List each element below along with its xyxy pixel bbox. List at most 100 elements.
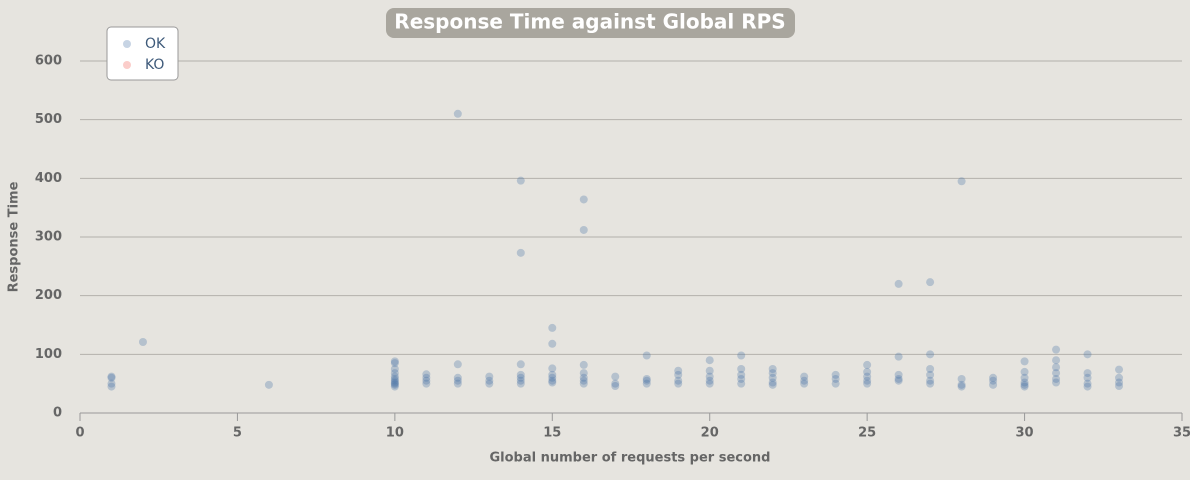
data-point bbox=[1052, 369, 1061, 378]
data-point bbox=[926, 278, 935, 287]
data-point bbox=[674, 376, 683, 385]
data-point bbox=[642, 376, 651, 385]
data-point bbox=[548, 364, 557, 373]
data-point bbox=[1115, 373, 1124, 382]
data-point bbox=[642, 351, 651, 360]
data-point bbox=[516, 373, 525, 382]
data-point bbox=[611, 382, 620, 391]
data-point bbox=[485, 372, 494, 381]
data-point bbox=[1020, 357, 1029, 366]
data-point bbox=[894, 279, 903, 288]
data-point bbox=[107, 379, 116, 388]
data-point bbox=[264, 380, 273, 389]
x-tick-label: 15 bbox=[543, 426, 561, 441]
data-point bbox=[390, 378, 399, 387]
data-point bbox=[800, 379, 809, 388]
data-point bbox=[579, 379, 588, 388]
data-point bbox=[863, 367, 872, 376]
data-point bbox=[926, 376, 935, 385]
data-point bbox=[737, 370, 746, 379]
data-point bbox=[390, 369, 399, 378]
data-point bbox=[705, 366, 714, 375]
data-point bbox=[516, 376, 525, 385]
data-point bbox=[107, 373, 116, 382]
data-point bbox=[422, 373, 431, 382]
data-point bbox=[390, 374, 399, 383]
data-point bbox=[863, 376, 872, 385]
data-point bbox=[390, 379, 399, 388]
data-point bbox=[1020, 380, 1029, 389]
data-point bbox=[611, 372, 620, 381]
y-tick-label: 0 bbox=[53, 406, 62, 421]
data-point bbox=[579, 373, 588, 382]
data-point bbox=[1083, 382, 1092, 391]
data-point bbox=[1083, 379, 1092, 388]
data-point bbox=[1052, 345, 1061, 354]
data-point bbox=[548, 370, 557, 379]
data-point bbox=[1115, 365, 1124, 374]
data-point bbox=[957, 382, 966, 391]
data-point bbox=[390, 380, 399, 389]
y-axis-label: Response Time bbox=[7, 181, 22, 292]
data-point bbox=[894, 352, 903, 361]
x-tick-label: 0 bbox=[75, 426, 84, 441]
data-point bbox=[516, 360, 525, 369]
data-point bbox=[768, 378, 777, 387]
data-point bbox=[768, 369, 777, 378]
data-point bbox=[705, 376, 714, 385]
data-point bbox=[548, 378, 557, 387]
x-tick-label: 10 bbox=[386, 426, 404, 441]
data-point bbox=[579, 195, 588, 204]
data-point bbox=[737, 379, 746, 388]
data-point bbox=[800, 376, 809, 385]
data-point bbox=[107, 372, 116, 381]
data-point bbox=[548, 376, 557, 385]
data-point bbox=[1020, 367, 1029, 376]
data-point bbox=[863, 372, 872, 381]
data-point bbox=[674, 370, 683, 379]
data-point bbox=[390, 372, 399, 381]
data-point bbox=[957, 177, 966, 186]
y-tick-label: 200 bbox=[35, 288, 62, 303]
chart-title: Response Time against Global RPS bbox=[394, 10, 785, 34]
data-point bbox=[957, 374, 966, 383]
data-point bbox=[1020, 378, 1029, 387]
data-point bbox=[1052, 374, 1061, 383]
data-point bbox=[422, 379, 431, 388]
data-point bbox=[107, 382, 116, 391]
data-point bbox=[737, 351, 746, 360]
x-tick-label: 25 bbox=[858, 426, 876, 441]
data-point bbox=[1052, 363, 1061, 372]
x-tick-label: 20 bbox=[701, 426, 719, 441]
data-point bbox=[989, 373, 998, 382]
data-point bbox=[390, 382, 399, 391]
y-tick-label: 300 bbox=[35, 230, 62, 245]
title-box bbox=[386, 8, 795, 38]
data-point bbox=[1020, 373, 1029, 382]
legend-box bbox=[106, 26, 179, 81]
data-point bbox=[989, 376, 998, 385]
x-axis-label: Global number of requests per second bbox=[490, 451, 771, 466]
data-point bbox=[863, 379, 872, 388]
data-point bbox=[926, 379, 935, 388]
data-point bbox=[863, 360, 872, 369]
data-point bbox=[1083, 373, 1092, 382]
data-point bbox=[1052, 378, 1061, 387]
data-point bbox=[1115, 382, 1124, 391]
data-point bbox=[768, 365, 777, 373]
data-point bbox=[390, 376, 399, 385]
data-point bbox=[453, 373, 462, 382]
plot-area bbox=[79, 60, 1183, 421]
data-point bbox=[579, 369, 588, 378]
data-point bbox=[579, 376, 588, 385]
data-point bbox=[548, 323, 557, 332]
legend-marker bbox=[123, 40, 131, 48]
data-point bbox=[1083, 369, 1092, 378]
data-point bbox=[453, 360, 462, 369]
data-point bbox=[926, 365, 935, 373]
data-point bbox=[768, 380, 777, 389]
data-point bbox=[422, 376, 431, 385]
data-point bbox=[926, 350, 935, 359]
data-point bbox=[705, 379, 714, 388]
